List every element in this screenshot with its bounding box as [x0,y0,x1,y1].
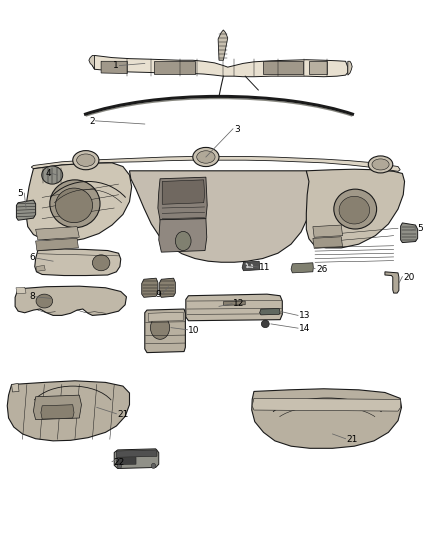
Polygon shape [35,238,78,251]
Polygon shape [348,61,352,75]
Circle shape [246,263,247,265]
Polygon shape [313,237,343,248]
Polygon shape [89,55,95,69]
Polygon shape [158,177,207,220]
Text: 12: 12 [233,299,245,308]
Polygon shape [7,381,130,441]
Polygon shape [148,312,183,321]
Text: 2: 2 [89,117,95,126]
Text: 9: 9 [155,290,161,299]
Polygon shape [145,309,185,353]
Circle shape [117,463,122,469]
Polygon shape [162,180,205,204]
Polygon shape [401,223,418,243]
Polygon shape [252,389,402,448]
Circle shape [251,264,253,266]
Polygon shape [15,286,127,316]
Polygon shape [218,30,228,60]
Polygon shape [130,171,311,262]
Polygon shape [385,272,399,293]
Text: 5: 5 [418,224,424,233]
Ellipse shape [73,151,99,169]
Text: 22: 22 [113,458,124,466]
Polygon shape [308,61,327,74]
Polygon shape [12,383,19,392]
Text: 6: 6 [29,254,35,262]
Ellipse shape [368,156,393,173]
Polygon shape [35,227,79,240]
Text: 10: 10 [188,326,200,335]
Polygon shape [153,61,195,74]
Ellipse shape [50,180,100,228]
Polygon shape [159,219,207,252]
Polygon shape [159,278,175,297]
Polygon shape [306,169,405,248]
Polygon shape [26,163,132,241]
Ellipse shape [92,255,110,271]
Polygon shape [252,398,401,411]
Circle shape [151,463,155,469]
Polygon shape [142,278,158,297]
Ellipse shape [42,166,63,184]
Text: 1: 1 [113,61,119,70]
Polygon shape [16,287,26,294]
Text: 21: 21 [346,435,358,444]
Polygon shape [260,309,280,315]
Polygon shape [31,157,400,171]
Ellipse shape [339,196,370,224]
Text: 14: 14 [299,324,310,333]
Ellipse shape [372,159,389,170]
Circle shape [175,231,191,251]
Text: 13: 13 [299,311,311,320]
Ellipse shape [193,148,219,166]
Polygon shape [263,61,303,74]
Polygon shape [223,301,245,305]
Text: 20: 20 [403,273,415,281]
Ellipse shape [36,294,53,308]
Text: 21: 21 [117,410,129,419]
Ellipse shape [261,320,269,328]
Polygon shape [92,55,348,77]
Circle shape [150,316,170,340]
Polygon shape [101,61,127,74]
Polygon shape [291,263,313,273]
Polygon shape [117,450,157,457]
Polygon shape [242,261,260,271]
Polygon shape [186,294,283,321]
Polygon shape [36,265,45,271]
Ellipse shape [334,189,377,229]
Ellipse shape [77,154,95,166]
Text: 8: 8 [29,292,35,301]
Polygon shape [16,200,35,220]
Text: 4: 4 [45,169,51,178]
Polygon shape [313,225,343,237]
Polygon shape [33,395,81,419]
Text: 3: 3 [234,125,240,134]
Ellipse shape [56,188,92,223]
Polygon shape [114,449,159,469]
Polygon shape [35,249,121,276]
Text: 11: 11 [259,263,271,272]
Text: 5: 5 [18,189,23,198]
Polygon shape [117,457,136,465]
Polygon shape [41,405,74,419]
Ellipse shape [197,151,215,163]
Text: 26: 26 [316,265,327,273]
